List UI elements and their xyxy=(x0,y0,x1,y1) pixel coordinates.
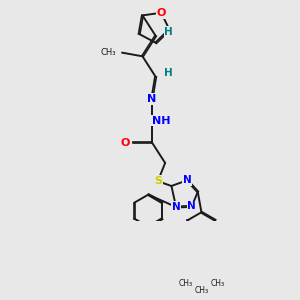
Text: NH: NH xyxy=(152,116,171,126)
Text: H: H xyxy=(164,68,173,78)
Text: CH₃: CH₃ xyxy=(194,286,208,295)
Text: N: N xyxy=(188,201,196,211)
Text: O: O xyxy=(121,137,130,148)
Text: O: O xyxy=(157,8,166,18)
Text: N: N xyxy=(147,94,157,104)
Text: S: S xyxy=(154,176,162,186)
Text: CH₃: CH₃ xyxy=(101,48,116,57)
Text: H: H xyxy=(164,27,173,37)
Text: CH₃: CH₃ xyxy=(210,279,225,288)
Text: N: N xyxy=(183,175,192,185)
Text: CH₃: CH₃ xyxy=(178,279,192,288)
Text: N: N xyxy=(172,202,181,212)
